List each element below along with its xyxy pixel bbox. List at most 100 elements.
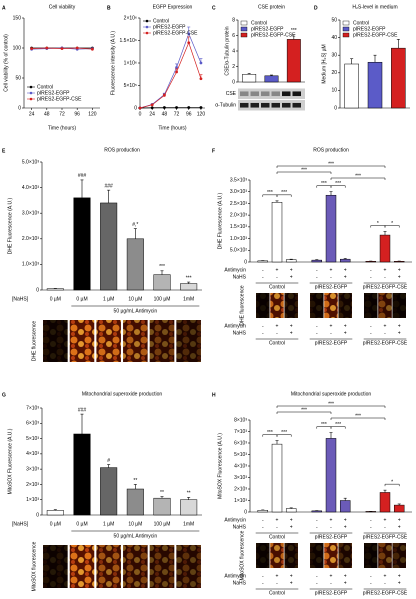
- bar: [100, 202, 118, 291]
- significance-label: ***: [301, 167, 307, 173]
- y-tick-label: 6: [232, 33, 235, 39]
- micrograph-shade: [96, 545, 121, 588]
- bar: [153, 497, 171, 516]
- nahs-sign: -: [276, 580, 278, 586]
- micrograph-shade: [324, 543, 338, 568]
- nahs-sign: +: [290, 524, 293, 530]
- x-tick-label: 48: [44, 111, 50, 117]
- significance-label: ***: [355, 413, 361, 419]
- significance-label: **: [133, 478, 137, 484]
- nahs-sign: -: [276, 274, 278, 280]
- blot-band: [271, 91, 280, 97]
- y-tick-label: 0: [232, 79, 235, 85]
- antimycin-sign: +: [398, 517, 401, 523]
- x-tick-label: 0 µM: [50, 521, 61, 527]
- antimycin-sign: +: [276, 517, 279, 523]
- y-tick-label: 4.0×10³: [22, 185, 39, 191]
- legend-swatch: [342, 32, 350, 38]
- y-tick-label: 8×10³: [234, 417, 247, 423]
- bar: [311, 259, 323, 263]
- y-tick-label: 3.0×10³: [230, 189, 247, 195]
- row-label: Antimycin: [224, 323, 246, 329]
- panel-letter: B: [107, 5, 111, 11]
- panel-letter: F: [212, 148, 215, 154]
- chart-title: EGFP Expression: [153, 4, 193, 10]
- bar: [100, 467, 118, 516]
- x-tick-label: 0 µM: [76, 521, 87, 527]
- micrograph-shade: [392, 543, 406, 568]
- data-point: [91, 47, 94, 51]
- legend-label: pIRES2-EGFP: [37, 90, 70, 96]
- antimycin-sign: +: [330, 267, 333, 273]
- micrograph: [324, 543, 338, 568]
- significance-bracket: [330, 417, 386, 420]
- micrograph-shade: [149, 320, 175, 362]
- antimycin-sign: +: [398, 267, 401, 273]
- antimycin-sign: +: [384, 573, 387, 579]
- y-tick-label: 4: [232, 48, 235, 54]
- y-tick-label: 0: [36, 512, 39, 518]
- micrograph-shade: [270, 293, 284, 318]
- blot-band: [292, 102, 301, 108]
- antimycin-sign: +: [290, 573, 293, 579]
- significance-label: ***: [328, 161, 334, 167]
- antimycin-sign: -: [370, 323, 372, 329]
- micrograph: [324, 293, 338, 318]
- y-tick-label: 2.0×10³: [230, 212, 247, 218]
- micrograph-shade: [284, 543, 298, 568]
- y-tick-label: 0: [36, 287, 39, 293]
- nahs-sign: -: [370, 274, 372, 280]
- row-label: [NaHS]: [12, 521, 29, 527]
- group-label: pIRES2-EGFP-CSE: [363, 534, 408, 540]
- significance-label: ***: [321, 181, 327, 187]
- nahs-sign: -: [316, 330, 318, 336]
- bar: [286, 39, 301, 83]
- significance-bracket: [330, 177, 386, 180]
- y-tick-label: 1.5×10⁶: [120, 38, 138, 44]
- antimycin-sign: -: [262, 573, 264, 579]
- micrograph-shade: [310, 293, 324, 318]
- image-label: DHE fluorescence: [239, 285, 245, 326]
- nahs-sign: +: [344, 274, 347, 280]
- y-axis-label: MitoSOX Fluorescence (A.U.): [7, 428, 13, 494]
- x-tick-label: 120: [88, 111, 97, 117]
- data-point: [45, 46, 49, 50]
- antimycin-sign: -: [262, 323, 264, 329]
- micrograph: [69, 545, 95, 588]
- note: 50 µg/mL Antimycin: [114, 533, 158, 539]
- y-tick-label: 2: [232, 64, 235, 70]
- group-label: pIRES2-EGFP-CSE: [363, 340, 408, 346]
- micrograph-shade: [284, 293, 298, 318]
- chart-title: Cell viability: [49, 4, 76, 10]
- x-tick-label: 72: [59, 111, 65, 117]
- micrograph: [123, 545, 148, 588]
- significance-label: ###: [78, 173, 87, 179]
- blot-band: [282, 102, 291, 108]
- bar: [46, 288, 64, 291]
- micrograph-shade: [324, 293, 338, 318]
- antimycin-sign: -: [370, 573, 372, 579]
- bar: [257, 260, 269, 263]
- y-tick-label: 0: [134, 105, 137, 111]
- row-label: [NaHS]: [12, 296, 29, 302]
- nahs-sign: -: [276, 524, 278, 530]
- nahs-sign: -: [384, 330, 386, 336]
- y-tick-label: 4×10³: [234, 463, 247, 469]
- bar: [311, 510, 323, 513]
- antimycin-sign: -: [370, 517, 372, 523]
- data-point: [175, 66, 178, 69]
- micrograph: [270, 543, 284, 568]
- chart-title: ROS production: [104, 147, 140, 153]
- bar: [344, 63, 359, 109]
- y-tick-label: 2.0×10³: [22, 236, 39, 242]
- x-axis-label: Time (hours): [158, 125, 186, 131]
- x-tick-label: 0 µM: [50, 296, 61, 302]
- image-label: DHE fluorescence: [31, 321, 37, 362]
- x-tick-label: 24: [29, 111, 35, 117]
- nahs-sign: -: [330, 580, 332, 586]
- antimycin-sign: -: [370, 267, 372, 273]
- legend-label: pIRES2-EGFP: [251, 26, 284, 32]
- bar: [325, 194, 337, 263]
- chart-title: CSE protein: [258, 4, 285, 10]
